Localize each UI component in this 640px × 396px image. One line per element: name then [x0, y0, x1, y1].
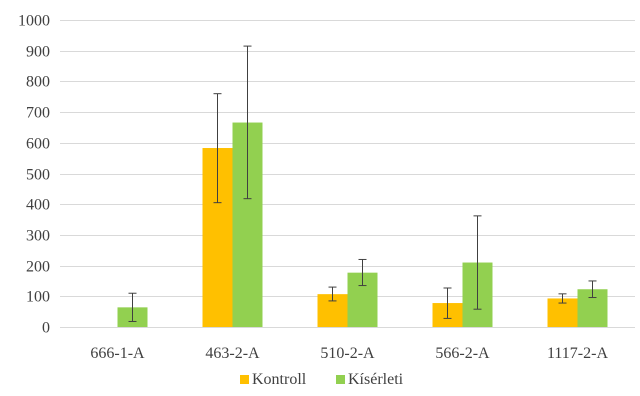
legend-label: Kísérleti — [348, 371, 404, 388]
y-tick-label: 200 — [26, 259, 50, 276]
legend-swatch — [336, 375, 345, 384]
y-tick-label: 600 — [26, 136, 50, 153]
legend-item: Kontroll — [240, 371, 307, 388]
legend-item: Kísérleti — [336, 371, 404, 388]
y-tick-label: 400 — [26, 197, 50, 214]
legend-label: Kontroll — [252, 371, 307, 388]
y-tick-label: 1000 — [18, 13, 50, 30]
x-tick-label: 1117-2-A — [547, 345, 608, 362]
y-tick-label: 100 — [26, 289, 50, 306]
y-tick-label: 300 — [26, 228, 50, 245]
x-tick-label: 510-2-A — [320, 345, 375, 362]
y-tick-label: 700 — [26, 105, 50, 122]
y-tick-label: 500 — [26, 167, 50, 184]
legend: Kontroll Kísérleti — [240, 371, 404, 388]
gridlines — [60, 20, 635, 297]
y-tick-label: 900 — [26, 44, 50, 61]
axes: 0 100 200 300 400 500 600 700 800 900 1000 666-1-A 4… — [18, 13, 635, 362]
x-tick-label: 566-2-A — [435, 345, 490, 362]
x-tick-label: 666-1-A — [90, 345, 145, 362]
x-tick-label: 463-2-A — [205, 345, 260, 362]
y-tick-label: 800 — [26, 74, 50, 91]
y-tick-label: 0 — [42, 320, 50, 337]
error-bars — [128, 45, 597, 322]
legend-swatch — [240, 375, 249, 384]
